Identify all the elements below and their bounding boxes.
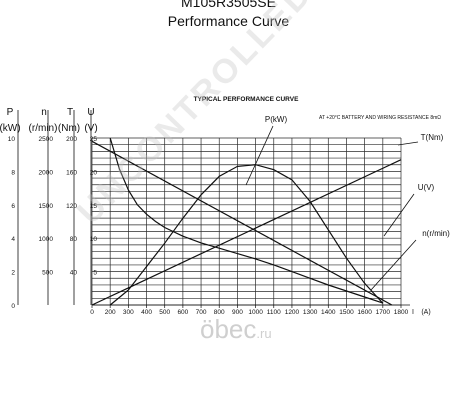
x-tick-label: 1700 — [376, 309, 391, 316]
y-tick-label: 2 — [11, 270, 15, 277]
test-note: AT +20°C BATTERY AND WIRING RESISTANCE 8… — [319, 115, 441, 121]
chart-subtitle: Performance Curve — [167, 13, 290, 29]
y-tick-label: 1000 — [39, 236, 54, 243]
axis-unit-T: (Nm) — [58, 123, 80, 134]
y-tick-label: 500 — [42, 270, 53, 277]
x-tick-label: 1600 — [357, 309, 372, 316]
x-tick-label: 1500 — [339, 309, 354, 316]
y-tick-label: 8 — [11, 169, 15, 176]
x-tick-label: 300 — [123, 309, 134, 316]
x-tick-label: 900 — [232, 309, 243, 316]
leader-line-T — [397, 141, 419, 146]
x-tick-label: 800 — [214, 309, 225, 316]
y-tick-label: 10 — [8, 136, 16, 143]
x-tick-label: 200 — [105, 309, 116, 316]
x-tick-label: 0 — [90, 309, 94, 316]
series-label-T: T(Nm) — [421, 133, 444, 142]
x-tick-label: 1200 — [285, 309, 300, 316]
y-tick-label: 120 — [66, 203, 77, 210]
y-tick-label: 160 — [66, 169, 77, 176]
curves — [91, 137, 402, 306]
x-tick-label: 1300 — [303, 309, 318, 316]
x-tick-label: 1000 — [248, 309, 263, 316]
leader-line-n — [370, 239, 417, 291]
x-tick-label: 400 — [141, 309, 152, 316]
brand-logo: öbec.ru — [200, 314, 272, 345]
curve-P — [109, 164, 384, 306]
series-label-U: U(V) — [418, 183, 435, 192]
series-label-n: n(r/min) — [422, 229, 450, 238]
brand-name: öbec — [200, 314, 257, 344]
y-tick-label: 200 — [66, 136, 77, 143]
x-tick-label: 700 — [196, 309, 207, 316]
axis-unit-U: (V) — [84, 123, 97, 134]
inner-title: TYPICAL PERFORMANCE CURVE — [194, 96, 300, 103]
axis-symbol-n: n — [41, 107, 47, 118]
axis-unit-P: (kW) — [0, 123, 21, 134]
x-tick-label: 1800 — [394, 309, 409, 316]
x-tick-label: 600 — [177, 309, 188, 316]
x-tick-label: 1100 — [267, 309, 281, 316]
y-tick-label: 10 — [90, 236, 98, 243]
axis-symbol-P: P — [7, 107, 14, 118]
y-tick-label: 40 — [70, 270, 78, 277]
curve-n — [109, 137, 383, 304]
x-tick-label: 500 — [159, 309, 170, 316]
leader-line-U — [383, 193, 415, 237]
x-axis-unit: (A) — [421, 309, 430, 316]
x-tick-label: 1400 — [321, 309, 336, 316]
y-tick-label: 80 — [70, 236, 78, 243]
y-tick-label: 5 — [93, 270, 97, 277]
labels: P(kW)0246810n(r/min)5001000150020002500T… — [0, 96, 450, 316]
axis-symbol-T: T — [67, 107, 73, 118]
axes — [17, 110, 410, 308]
y-tick-label: 0 — [11, 303, 15, 310]
curve-T — [91, 159, 402, 306]
y-tick-label: 2500 — [39, 136, 54, 143]
y-tick-label: 2000 — [39, 169, 54, 176]
y-tick-label: 15 — [90, 203, 98, 210]
y-tick-label: 1500 — [39, 203, 54, 210]
axis-symbol-U: U — [87, 107, 94, 118]
y-tick-label: 25 — [90, 136, 98, 143]
y-tick-label: 6 — [11, 203, 15, 210]
chart-title: M105R3505SE — [181, 0, 276, 10]
brand-tld: .ru — [256, 326, 272, 341]
curve-U — [91, 140, 393, 306]
axis-unit-n: (r/min) — [29, 123, 58, 134]
y-tick-label: 4 — [11, 236, 15, 243]
y-tick-label: 20 — [90, 169, 98, 176]
series-label-P: P(kW) — [265, 115, 288, 124]
leader-line-P — [245, 125, 274, 186]
x-axis-symbol: I — [412, 309, 414, 316]
